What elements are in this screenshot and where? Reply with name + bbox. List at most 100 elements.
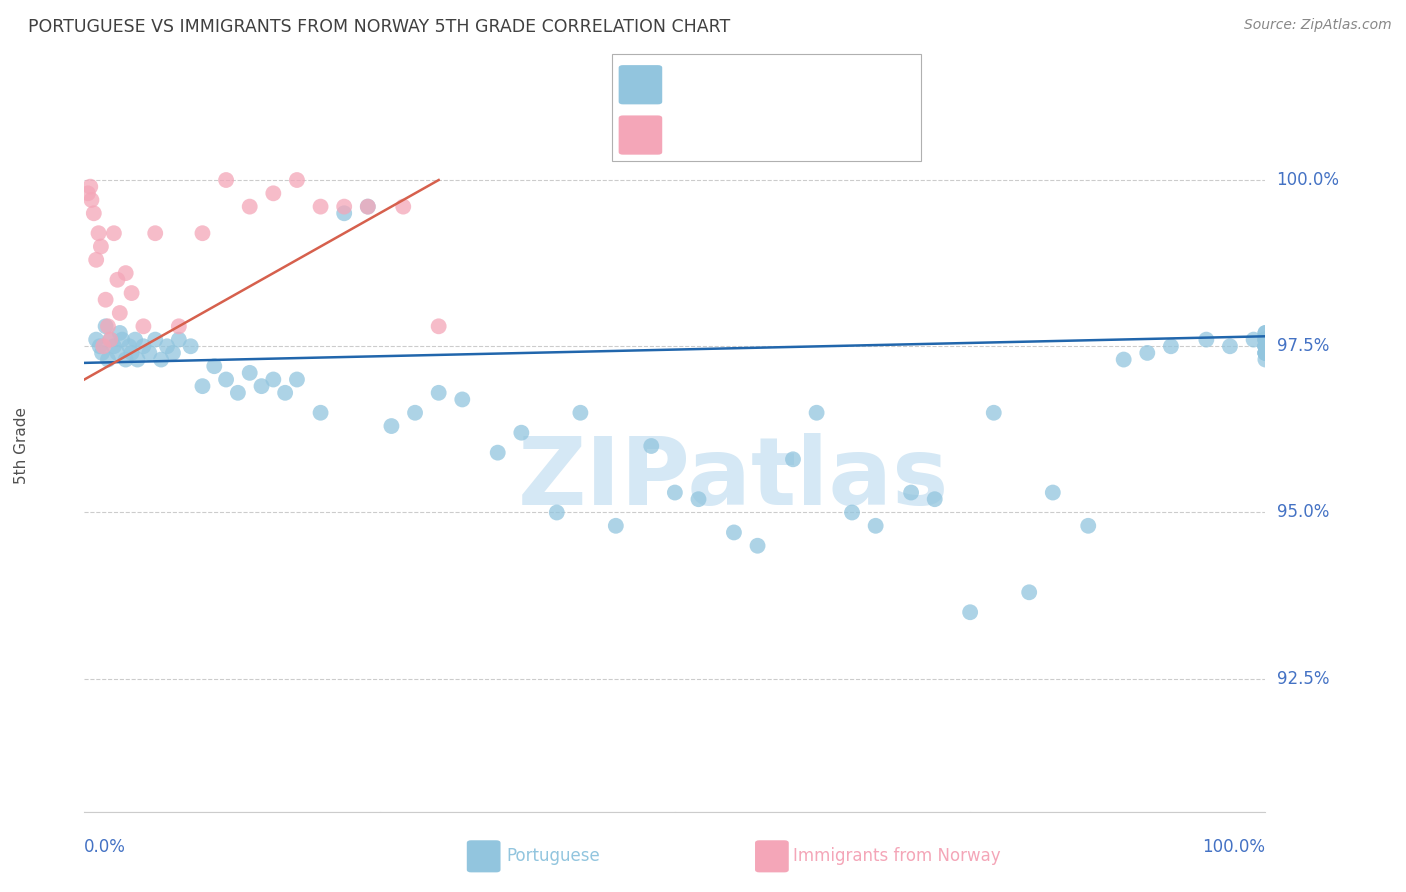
Point	[1077, 518, 1099, 533]
Point	[80, 193, 103, 207]
Point	[1254, 352, 1277, 367]
Point	[1254, 326, 1277, 340]
Point	[1254, 339, 1277, 353]
Point	[191, 226, 214, 240]
Point	[215, 173, 238, 187]
Point	[1112, 352, 1135, 367]
Point	[688, 492, 710, 507]
Point	[191, 379, 214, 393]
Point	[664, 485, 686, 500]
Point	[806, 406, 828, 420]
Point	[138, 346, 160, 360]
Text: PORTUGUESE VS IMMIGRANTS FROM NORWAY 5TH GRADE CORRELATION CHART: PORTUGUESE VS IMMIGRANTS FROM NORWAY 5TH…	[28, 18, 730, 36]
Point	[94, 293, 117, 307]
Point	[723, 525, 745, 540]
Point	[108, 306, 131, 320]
Point	[1254, 339, 1277, 353]
Point	[114, 352, 136, 367]
Point	[226, 385, 249, 400]
Point	[333, 206, 356, 220]
Text: R = 0.394   N = 29: R = 0.394 N = 29	[669, 125, 839, 143]
Text: 100.0%: 100.0%	[1202, 838, 1265, 856]
Point	[83, 206, 105, 220]
Point	[569, 406, 592, 420]
Point	[91, 346, 114, 360]
Text: R = 0.032   N = 82: R = 0.032 N = 82	[669, 75, 839, 93]
Point	[427, 319, 450, 334]
Point	[392, 200, 415, 214]
Point	[841, 506, 863, 520]
Point	[132, 339, 155, 353]
Text: 95.0%: 95.0%	[1277, 503, 1329, 522]
Point	[983, 406, 1005, 420]
Point	[108, 326, 131, 340]
Point	[239, 200, 262, 214]
Text: ZIPatlas: ZIPatlas	[519, 434, 949, 525]
Text: 5th Grade: 5th Grade	[14, 408, 28, 484]
Point	[1254, 339, 1277, 353]
Point	[239, 366, 262, 380]
Point	[782, 452, 804, 467]
Text: 97.5%: 97.5%	[1277, 337, 1329, 355]
Point	[89, 339, 111, 353]
Point	[1219, 339, 1241, 353]
Point	[1042, 485, 1064, 500]
Point	[180, 339, 202, 353]
Text: 0.0%: 0.0%	[84, 838, 127, 856]
Point	[285, 372, 308, 386]
Point	[1018, 585, 1040, 599]
Point	[1254, 333, 1277, 347]
Point	[91, 339, 114, 353]
Point	[143, 226, 166, 240]
Point	[98, 333, 121, 347]
Point	[1254, 333, 1277, 347]
Point	[114, 266, 136, 280]
Point	[97, 352, 120, 367]
Point	[1160, 339, 1182, 353]
Point	[605, 518, 627, 533]
Point	[97, 319, 120, 334]
Point	[127, 352, 149, 367]
Point	[121, 286, 143, 301]
Point	[274, 385, 297, 400]
Point	[380, 419, 402, 434]
Point	[167, 333, 190, 347]
Point	[924, 492, 946, 507]
Point	[124, 333, 146, 347]
Point	[250, 379, 273, 393]
Point	[107, 346, 129, 360]
Point	[84, 333, 107, 347]
Point	[900, 485, 922, 500]
Point	[90, 239, 112, 253]
Point	[77, 186, 100, 201]
Text: Portuguese: Portuguese	[506, 847, 600, 865]
Point	[1243, 333, 1265, 347]
Point	[79, 179, 101, 194]
Point	[1254, 339, 1277, 353]
Point	[118, 339, 141, 353]
Point	[1136, 346, 1159, 360]
Point	[111, 333, 134, 347]
Point	[202, 359, 225, 374]
Point	[103, 226, 125, 240]
Point	[309, 406, 332, 420]
Point	[285, 173, 308, 187]
Point	[1195, 333, 1218, 347]
Point	[1254, 333, 1277, 347]
Point	[640, 439, 662, 453]
Text: 100.0%: 100.0%	[1277, 171, 1340, 189]
Point	[143, 333, 166, 347]
Point	[167, 319, 190, 334]
Text: 92.5%: 92.5%	[1277, 670, 1329, 688]
Point	[1254, 346, 1277, 360]
Point	[333, 200, 356, 214]
Point	[357, 200, 380, 214]
Point	[546, 506, 568, 520]
Point	[747, 539, 769, 553]
Point	[121, 346, 143, 360]
Text: Immigrants from Norway: Immigrants from Norway	[793, 847, 1001, 865]
Point	[404, 406, 426, 420]
Text: Source: ZipAtlas.com: Source: ZipAtlas.com	[1244, 18, 1392, 32]
Point	[103, 339, 125, 353]
Point	[1254, 346, 1277, 360]
